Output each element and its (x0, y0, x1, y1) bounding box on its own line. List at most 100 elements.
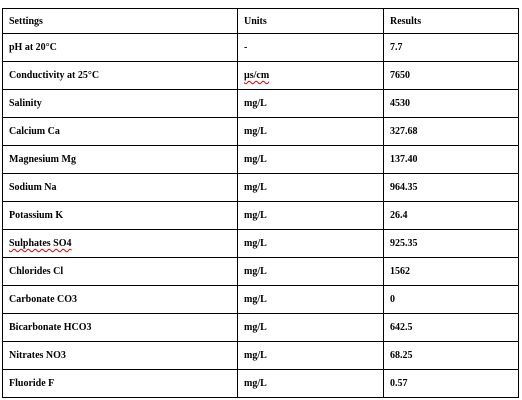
cell-text: 68.25 (390, 350, 413, 361)
table-cell: Bicarbonate HCO3 (2, 313, 238, 342)
cell-text: Results (390, 15, 422, 27)
table-cell: mg/L (237, 173, 384, 202)
table-cell: 7.7 (383, 33, 519, 62)
cell-text: 7650 (390, 70, 410, 81)
table-row: Carbonate CO3 mg/L 0 (2, 285, 519, 314)
table-row: Calcium Ca mg/L 327.68 (2, 117, 519, 146)
cell-text: mg/L (244, 238, 267, 249)
table-row: Salinity mg/L 4530 (2, 89, 519, 118)
cell-text: - (244, 42, 248, 53)
cell-text: mg/L (244, 98, 267, 109)
cell-text: Calcium Ca (9, 126, 60, 137)
table-cell: mg/L (237, 369, 384, 398)
table-row: Bicarbonate HCO3 mg/L 642.5 (2, 313, 519, 342)
table-cell: 1562 (383, 257, 519, 286)
cell-text: mg/L (244, 378, 267, 389)
table-row: Conductivity at 25°C µs/cm 7650 (2, 61, 519, 90)
table-cell: mg/L (237, 229, 384, 258)
cell-text: mg/L (244, 350, 267, 361)
cell-text: Chlorides Cl (9, 266, 64, 277)
cell-text: mg/L (244, 266, 267, 277)
table-cell: Results (383, 8, 519, 34)
table-cell: Calcium Ca (2, 117, 238, 146)
cell-text: 1562 (390, 266, 410, 277)
table-cell: Potassium K (2, 201, 238, 230)
table-cell: - (237, 33, 384, 62)
table-cell: Magnesium Mg (2, 145, 238, 174)
cell-text: Nitrates NO3 (9, 350, 66, 361)
cell-text: Units (244, 15, 267, 27)
table-cell: Conductivity at 25°C (2, 61, 238, 90)
cell-text: mg/L (244, 182, 267, 193)
cell-text: 0 (390, 294, 395, 305)
table-cell: Sodium Na (2, 173, 238, 202)
cell-text: mg/L (244, 322, 267, 333)
cell-text: mg/L (244, 126, 267, 137)
cell-text: 26.4 (390, 210, 408, 221)
table-cell: Nitrates NO3 (2, 341, 238, 370)
cell-text: mg/L (244, 210, 267, 221)
table-row: Chlorides Cl mg/L 1562 (2, 257, 519, 286)
cell-text: Sodium Na (9, 182, 57, 193)
table-cell: 0.57 (383, 369, 519, 398)
table-cell: 26.4 (383, 201, 519, 230)
table-cell: mg/L (237, 285, 384, 314)
cell-text: µs/cm (244, 70, 270, 81)
cell-text: 0.57 (390, 378, 408, 389)
table-row: Nitrates NO3 mg/L 68.25 (2, 341, 519, 370)
table-row: Potassium K mg/L 26.4 (2, 201, 519, 230)
table-cell: 327.68 (383, 117, 519, 146)
table-cell: 0 (383, 285, 519, 314)
cell-text: mg/L (244, 154, 267, 165)
cell-text: mg/L (244, 294, 267, 305)
table-cell: pH at 20°C (2, 33, 238, 62)
table-cell: 7650 (383, 61, 519, 90)
cell-text: pH at 20°C (9, 42, 57, 53)
cell-text: 642.5 (390, 322, 413, 333)
table-cell: Sulphates SO4 (2, 229, 238, 258)
table-cell: mg/L (237, 257, 384, 286)
cell-text: Conductivity at 25°C (9, 70, 100, 81)
results-table: Settings Units Results pH at 20°C - 7.7 Conduc… (2, 8, 519, 398)
cell-text: 925.35 (390, 238, 418, 249)
table-cell: 4530 (383, 89, 519, 118)
cell-text: Sulphates SO4 (9, 238, 72, 249)
cell-text: Bicarbonate HCO3 (9, 322, 92, 333)
table-row: Magnesium Mg mg/L 137.40 (2, 145, 519, 174)
header-row: Settings Units Results (2, 8, 519, 34)
table-body: Settings Units Results pH at 20°C - 7.7 Conduc… (2, 8, 519, 398)
table-cell: mg/L (237, 341, 384, 370)
cell-text: 327.68 (390, 126, 418, 137)
table-cell: mg/L (237, 313, 384, 342)
table-row: Sulphates SO4 mg/L 925.35 (2, 229, 519, 258)
table-cell: mg/L (237, 89, 384, 118)
cell-text: 7.7 (390, 42, 403, 53)
cell-text: Potassium K (9, 210, 64, 221)
cell-text: 964.35 (390, 182, 418, 193)
table-cell: Salinity (2, 89, 238, 118)
cell-text: Settings (9, 15, 43, 27)
table-row: Sodium Na mg/L 964.35 (2, 173, 519, 202)
table-row: Fluoride F mg/L 0.57 (2, 369, 519, 398)
cell-text: Magnesium Mg (9, 154, 76, 165)
cell-text: Salinity (9, 98, 42, 109)
table-cell: mg/L (237, 117, 384, 146)
table-cell: 964.35 (383, 173, 519, 202)
cell-text: Carbonate CO3 (9, 294, 78, 305)
table-cell: 642.5 (383, 313, 519, 342)
table-cell: Chlorides Cl (2, 257, 238, 286)
cell-text: 4530 (390, 98, 410, 109)
table-cell: Carbonate CO3 (2, 285, 238, 314)
table-cell: µs/cm (237, 61, 384, 90)
table-cell: mg/L (237, 201, 384, 230)
table-cell: 137.40 (383, 145, 519, 174)
table-row: pH at 20°C - 7.7 (2, 33, 519, 62)
table-cell: Units (237, 8, 384, 34)
cell-text: Fluoride F (9, 378, 55, 389)
cell-text: 137.40 (390, 154, 418, 165)
table-cell: 68.25 (383, 341, 519, 370)
table-cell: Settings (2, 8, 238, 34)
table-cell: 925.35 (383, 229, 519, 258)
table-cell: Fluoride F (2, 369, 238, 398)
